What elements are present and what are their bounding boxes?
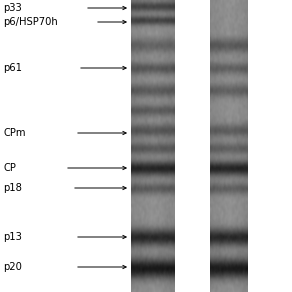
- Text: p18: p18: [3, 183, 22, 193]
- Text: p6/HSP70h: p6/HSP70h: [3, 17, 58, 27]
- Text: p61: p61: [3, 63, 22, 73]
- Text: p20: p20: [3, 262, 22, 272]
- Text: CP: CP: [3, 163, 16, 173]
- Text: p13: p13: [3, 232, 22, 242]
- Text: p33: p33: [3, 3, 22, 13]
- Text: CPm: CPm: [3, 128, 25, 138]
